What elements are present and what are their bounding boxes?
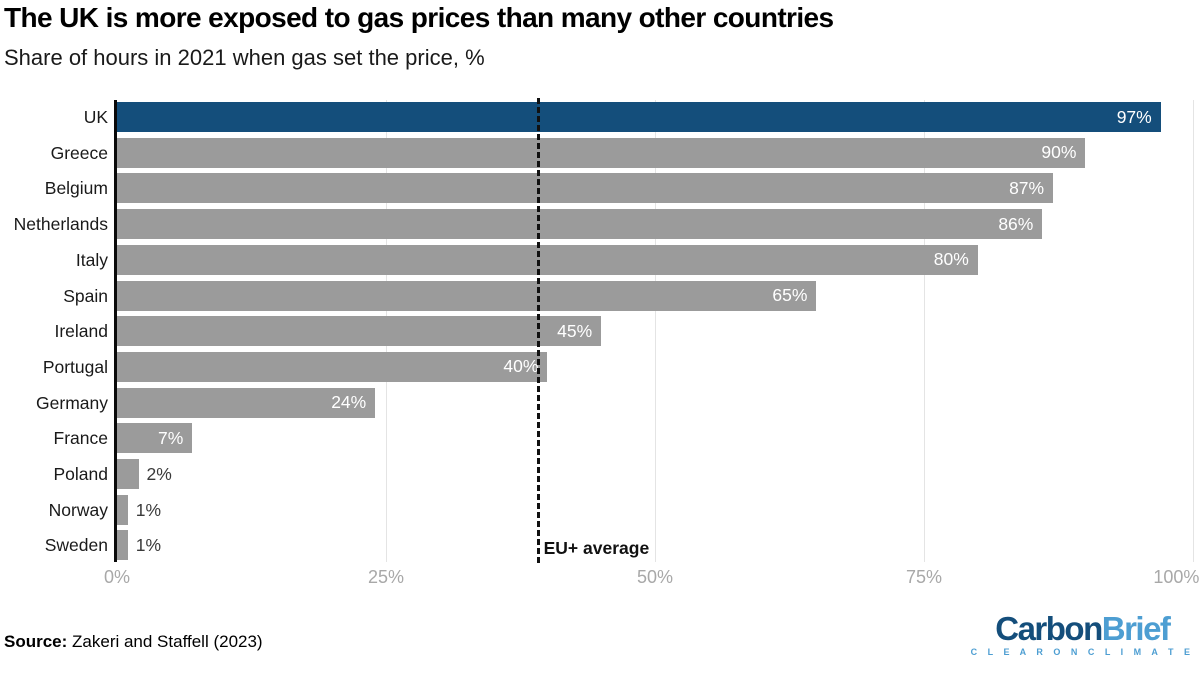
- category-label-netherlands: Netherlands: [13, 214, 108, 235]
- x-tick-0: 0%: [103, 567, 131, 587]
- category-label-germany: Germany: [36, 392, 108, 413]
- value-label-germany: 24%: [331, 392, 367, 413]
- chart-title: The UK is more exposed to gas prices tha…: [4, 2, 834, 33]
- category-label-italy: Italy: [75, 249, 108, 270]
- bar-portugal: 40%: [117, 351, 548, 382]
- x-tick-100: 100%: [1153, 567, 1199, 587]
- carbonbrief-logo-wordmark: CarbonBrief: [971, 612, 1194, 646]
- value-label-italy: 80%: [933, 249, 969, 270]
- y-axis-line: [114, 100, 117, 562]
- value-label-norway: 1%: [135, 499, 162, 520]
- bar-italy: 80%: [117, 244, 978, 275]
- category-label-spain: Spain: [63, 285, 108, 306]
- value-label-uk: 97%: [1116, 106, 1152, 127]
- category-label-sweden: Sweden: [44, 535, 108, 556]
- value-label-spain: 65%: [772, 285, 808, 305]
- bar-spain: 65%: [117, 280, 817, 311]
- source-label: Source:: [4, 632, 68, 651]
- x-tick-50: 50%: [636, 567, 674, 587]
- x-axis-tick-labels: 0% 25% 50% 75% 100%: [104, 567, 1199, 591]
- value-label-france: 7%: [158, 427, 184, 448]
- bar-norway: [117, 494, 128, 525]
- carbonbrief-logo-tagline: C L E A R O N C L I M A T E: [970, 647, 1194, 657]
- gridline-75: [924, 100, 925, 562]
- value-label-poland: 2%: [146, 464, 172, 484]
- source-note: Source: Zakeri and Staffell (2023): [4, 632, 263, 652]
- value-label-sweden: 1%: [135, 535, 162, 556]
- carbonbrief-logo: CarbonBrief C L E A R O N C L I M A T E: [970, 612, 1194, 658]
- bar-france: 7%: [117, 423, 193, 454]
- category-label-uk: UK: [83, 107, 108, 127]
- category-label-poland: Poland: [53, 464, 109, 484]
- x-tick-75: 75%: [905, 567, 943, 587]
- bar-netherlands: 86%: [117, 209, 1043, 240]
- chart-subtitle: Share of hours in 2021 when gas set the …: [4, 45, 485, 70]
- category-axis-labels: UK Greece Belgium Netherlands Italy Spain Irel…: [0, 100, 108, 562]
- bar-sweden: [117, 530, 128, 561]
- source-text: Zakeri and Staffell (2023): [67, 632, 263, 651]
- gridline-100: [1193, 100, 1194, 562]
- bar-ireland: 45%: [117, 316, 602, 347]
- category-label-ireland: Ireland: [54, 321, 108, 342]
- bar-germany: 24%: [117, 387, 376, 418]
- bar-uk: 97%: [117, 102, 1161, 132]
- category-label-portugal: Portugal: [42, 356, 108, 377]
- plot-area: EU+ average 97% 90% 87% 86% 80% 65% 45% 40% 24% 7…: [114, 98, 1194, 563]
- category-label-belgium: Belgium: [44, 178, 108, 199]
- value-label-netherlands: 86%: [998, 213, 1034, 234]
- category-label-norway: Norway: [48, 499, 108, 520]
- eu-average-reference-line: [536, 98, 540, 563]
- logo-brief-text: Brief: [1101, 610, 1171, 647]
- logo-carbon-text: Carbon: [995, 610, 1103, 647]
- category-label-greece: Greece: [50, 142, 108, 163]
- x-tick-25: 25%: [367, 567, 405, 587]
- value-label-belgium: 87%: [1009, 177, 1045, 198]
- bar-poland: [117, 459, 139, 489]
- bar-greece: 90%: [117, 137, 1086, 168]
- bar-belgium: 87%: [117, 173, 1054, 204]
- eu-average-label: EU+ average: [543, 538, 650, 558]
- value-label-greece: 90%: [1041, 142, 1077, 163]
- value-label-ireland: 45%: [557, 320, 593, 341]
- category-label-france: France: [53, 428, 108, 449]
- value-label-portugal: 40%: [503, 356, 539, 377]
- gridline-50: [655, 100, 656, 562]
